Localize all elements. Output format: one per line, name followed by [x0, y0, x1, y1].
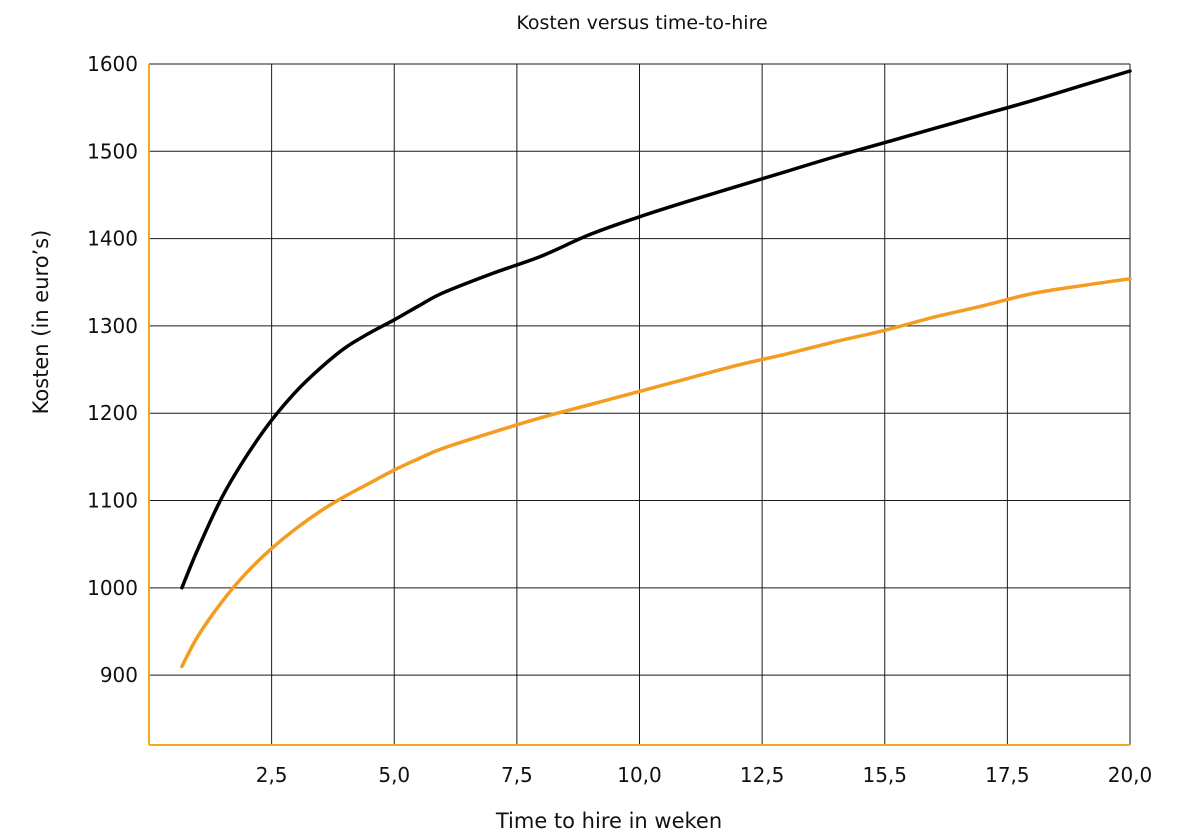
x-tick-label: 5,0	[378, 763, 410, 787]
y-axis-label: Kosten (in euro’s)	[29, 230, 53, 415]
y-tick-label: 1200	[87, 401, 138, 425]
series-line-1	[180, 69, 1132, 590]
x-tick-label: 15,5	[862, 763, 907, 787]
y-tick-labels: 900 1000 1100 1200 1300 1400 1500 1600	[87, 52, 138, 687]
x-tick-label: 17,5	[985, 763, 1030, 787]
grid	[149, 63, 1131, 745]
series-lines	[180, 69, 1132, 669]
x-tick-label: 7,5	[501, 763, 533, 787]
x-axis-label: Time to hire in weken	[495, 809, 722, 833]
x-tick-label: 20,0	[1108, 763, 1153, 787]
y-tick-label: 1500	[87, 139, 138, 163]
axes	[148, 64, 1130, 746]
y-tick-label: 1000	[87, 576, 138, 600]
chart-title: Kosten versus time-to-hire	[516, 12, 767, 34]
x-tick-label: 2,5	[256, 763, 288, 787]
y-tick-label: 1600	[87, 52, 138, 76]
x-tick-labels: 2,5 5,0 7,5 10,0 12,5 15,5 17,5 20,0	[256, 763, 1153, 787]
x-tick-label: 10,0	[617, 763, 662, 787]
y-tick-label: 1100	[87, 489, 138, 513]
y-tick-label: 900	[100, 663, 138, 687]
series-line-2	[180, 277, 1132, 669]
y-tick-label: 1300	[87, 314, 138, 338]
y-tick-label: 1400	[87, 227, 138, 251]
x-tick-label: 12,5	[740, 763, 785, 787]
